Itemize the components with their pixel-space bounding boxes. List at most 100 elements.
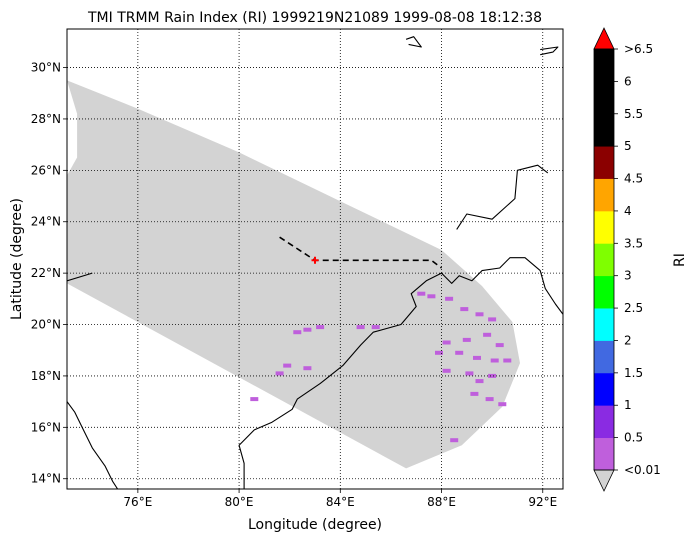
colorbar-tick-label: >6.5 — [624, 42, 653, 56]
coastline — [405, 36, 422, 48]
coastline — [540, 46, 559, 56]
rain-cell — [490, 358, 499, 363]
colorbar-segment — [594, 243, 614, 277]
colorbar-segment — [594, 81, 614, 115]
colorbar-tick-label: 3 — [624, 269, 632, 283]
rain-cell — [465, 371, 474, 376]
coastline — [456, 164, 549, 230]
rain-cell — [445, 296, 454, 301]
rain-cell — [356, 325, 365, 330]
rain-cell — [483, 332, 492, 337]
colorbar-frame — [593, 48, 615, 471]
y-tick-label: 20°N — [31, 318, 61, 332]
x-tick-label: 84°E — [326, 495, 355, 509]
y-axis-label: Latitude (degree) — [9, 198, 25, 320]
rain-cell — [503, 358, 512, 363]
x-axis-ticks: 76°E 80°E 84°E 88°E 92°E — [123, 489, 557, 509]
track-line — [279, 236, 442, 269]
swath-edge-notch — [67, 80, 78, 176]
colorbar-tick-label: 5.5 — [624, 107, 643, 121]
colorbar-segment — [594, 49, 614, 82]
colorbar-tick-label: 2.5 — [624, 301, 643, 315]
y-axis-ticks: 14°N 16°N 18°N 20°N 22°N 24°N 26°N 28°N 30°N — [31, 61, 67, 486]
y-tick-label: 24°N — [31, 215, 61, 229]
colorbar-segment — [594, 437, 614, 471]
coastline — [238, 257, 563, 489]
rain-cell — [475, 379, 484, 384]
coastline — [67, 401, 119, 489]
colorbar-segment — [594, 113, 614, 147]
plot-frame — [66, 28, 564, 490]
y-tick-label: 14°N — [31, 472, 61, 486]
x-tick-label: 76°E — [123, 495, 152, 509]
rain-cell — [475, 312, 484, 317]
colorbar-tick-label: 6 — [624, 74, 632, 88]
rain-cell — [417, 291, 426, 296]
rain-cell — [498, 402, 507, 407]
rain-cell — [460, 307, 469, 312]
rain-cell — [250, 397, 259, 402]
colorbar: <0.01 0.5 1 1.5 2 2.5 3 3.5 4 4.5 5 5.5 6 >6.5 RI — [593, 27, 688, 492]
colorbar-segment — [594, 372, 614, 406]
colorbar-tick-label: 1.5 — [624, 366, 643, 380]
y-tick-label: 16°N — [31, 420, 61, 434]
colorbar-segment — [594, 146, 614, 179]
rain-cell — [283, 363, 292, 368]
rain-index-cells — [250, 291, 512, 443]
y-tick-label: 18°N — [31, 369, 61, 383]
rain-cell — [495, 343, 504, 348]
rain-cell — [442, 368, 451, 373]
storm-position-marker — [311, 256, 319, 264]
map-plot-area — [66, 28, 564, 490]
colorbar-segments — [594, 49, 614, 471]
rain-cell — [485, 397, 494, 402]
y-tick-label: 26°N — [31, 163, 61, 177]
rain-cell — [470, 391, 479, 396]
swath-polygon — [67, 80, 520, 469]
colorbar-tick-label: 4.5 — [624, 172, 643, 186]
colorbar-label: RI — [672, 253, 688, 267]
x-tick-label: 88°E — [427, 495, 456, 509]
coastline — [67, 272, 93, 282]
colorbar-tick-label: 3.5 — [624, 236, 643, 250]
colorbar-segment — [594, 275, 614, 309]
y-tick-label: 28°N — [31, 112, 61, 126]
colorbar-segment — [594, 340, 614, 374]
rain-cell — [275, 371, 284, 376]
colorbar-tick-label: 5 — [624, 139, 632, 153]
rain-cell — [442, 340, 451, 345]
colorbar-tick-label: 0.5 — [624, 431, 643, 445]
colorbar-tick-label: <0.01 — [624, 463, 661, 477]
rain-cell — [473, 355, 481, 360]
colorbar-segment — [594, 405, 614, 439]
colorbar-tick-label: 2 — [624, 333, 632, 347]
y-tick-label: 30°N — [31, 61, 61, 75]
colorbar-over-triangle — [593, 27, 615, 50]
rain-cell — [316, 325, 325, 330]
rain-cell — [293, 330, 302, 335]
colorbar-ticks: <0.01 0.5 1 1.5 2 2.5 3 3.5 4 4.5 5 5.5 6 >6.5 — [614, 42, 661, 477]
colorbar-tick-label: 1 — [624, 398, 632, 412]
colorbar-segment — [594, 210, 614, 244]
rain-cell — [371, 325, 380, 330]
rain-cell — [303, 327, 312, 332]
x-axis-label: Longitude (degree) — [248, 517, 382, 533]
colorbar-segment — [594, 308, 614, 341]
colorbar-segment — [594, 178, 614, 212]
storm-track — [279, 236, 442, 269]
rain-cell — [303, 366, 312, 371]
coastlines — [67, 36, 563, 489]
rain-cell — [462, 337, 471, 342]
satellite-swath-layer — [67, 80, 520, 469]
colorbar-tick-label: 4 — [624, 204, 632, 218]
rain-cell — [435, 350, 443, 355]
rain-cell — [488, 317, 497, 322]
rain-cell — [455, 350, 464, 355]
chart-title: TMI TRMM Rain Index (RI) 1999219N21089 1… — [87, 10, 542, 26]
x-tick-label: 92°E — [528, 495, 557, 509]
rain-cell — [488, 373, 497, 378]
colorbar-under-triangle — [593, 469, 615, 492]
y-tick-label: 22°N — [31, 266, 61, 280]
rain-cell — [450, 438, 459, 443]
